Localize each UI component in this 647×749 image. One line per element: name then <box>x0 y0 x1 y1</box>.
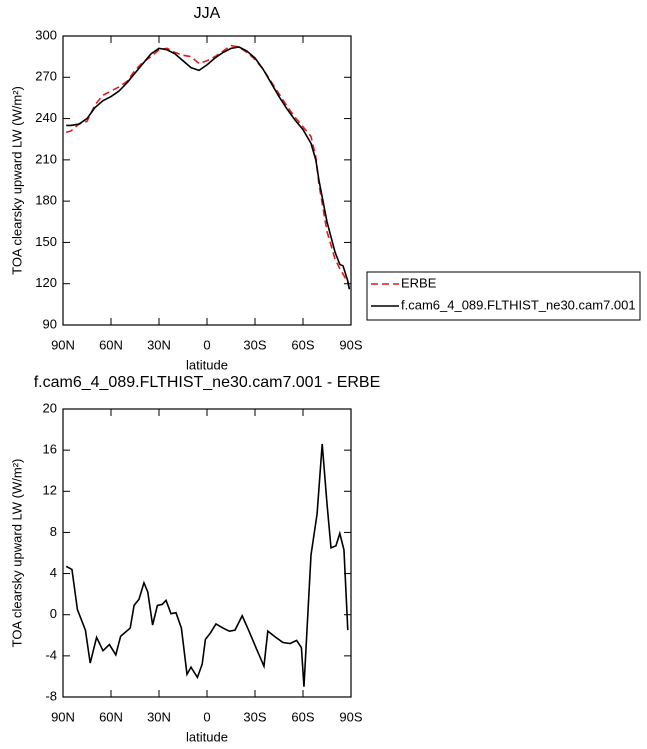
y-tick-label: 150 <box>35 234 57 249</box>
x-tick-label: 90N <box>51 709 75 724</box>
legend-label: f.cam6_4_089.FLTHIST_ne30.cam7.001 <box>401 297 636 312</box>
y-tick-label: 180 <box>35 193 57 208</box>
legend-label: ERBE <box>401 275 437 290</box>
y-tick-label: 120 <box>35 275 57 290</box>
x-tick-label: 90S <box>339 709 362 724</box>
y-tick-label: 240 <box>35 110 57 125</box>
y-tick-label: 16 <box>43 442 57 457</box>
y-tick-label: 0 <box>50 606 57 621</box>
y-tick-label: -4 <box>45 647 57 662</box>
x-tick-label: 60N <box>99 337 123 352</box>
legend-box <box>366 271 641 321</box>
chart-title: f.cam6_4_089.FLTHIST_ne30.cam7.001 - ERB… <box>34 374 381 391</box>
x-tick-label: 30S <box>243 337 266 352</box>
x-axis-label: latitude <box>186 357 228 372</box>
y-tick-label: 90 <box>43 316 57 331</box>
x-tick-label: 30S <box>243 709 266 724</box>
x-tick-label: 60N <box>99 709 123 724</box>
x-tick-label: 90N <box>51 337 75 352</box>
y-tick-label: 20 <box>43 400 57 415</box>
x-tick-label: 0 <box>203 709 210 724</box>
x-tick-label: 60S <box>291 709 314 724</box>
data-line <box>65 443 349 687</box>
data-line <box>65 44 351 290</box>
data-line <box>66 46 351 290</box>
x-tick-label: 30N <box>147 337 171 352</box>
y-tick-label: 300 <box>35 27 57 42</box>
chart-title: JJA <box>194 5 221 22</box>
x-tick-label: 0 <box>203 337 210 352</box>
x-axis-label: latitude <box>186 729 228 744</box>
y-axis-label: TOA clearsky upward LW (W/m²) <box>9 86 24 275</box>
y-axis-label: TOA clearsky upward LW (W/m²) <box>9 459 24 648</box>
y-tick-label: -8 <box>45 688 57 703</box>
y-tick-label: 210 <box>35 151 57 166</box>
y-tick-label: 4 <box>50 565 57 580</box>
plot-frame <box>62 408 352 698</box>
y-tick-label: 12 <box>43 483 57 498</box>
x-tick-label: 60S <box>291 337 314 352</box>
y-tick-label: 270 <box>35 69 57 84</box>
x-tick-label: 30N <box>147 709 171 724</box>
x-tick-label: 90S <box>339 337 362 352</box>
y-tick-label: 8 <box>50 524 57 539</box>
plot-frame <box>62 35 352 326</box>
